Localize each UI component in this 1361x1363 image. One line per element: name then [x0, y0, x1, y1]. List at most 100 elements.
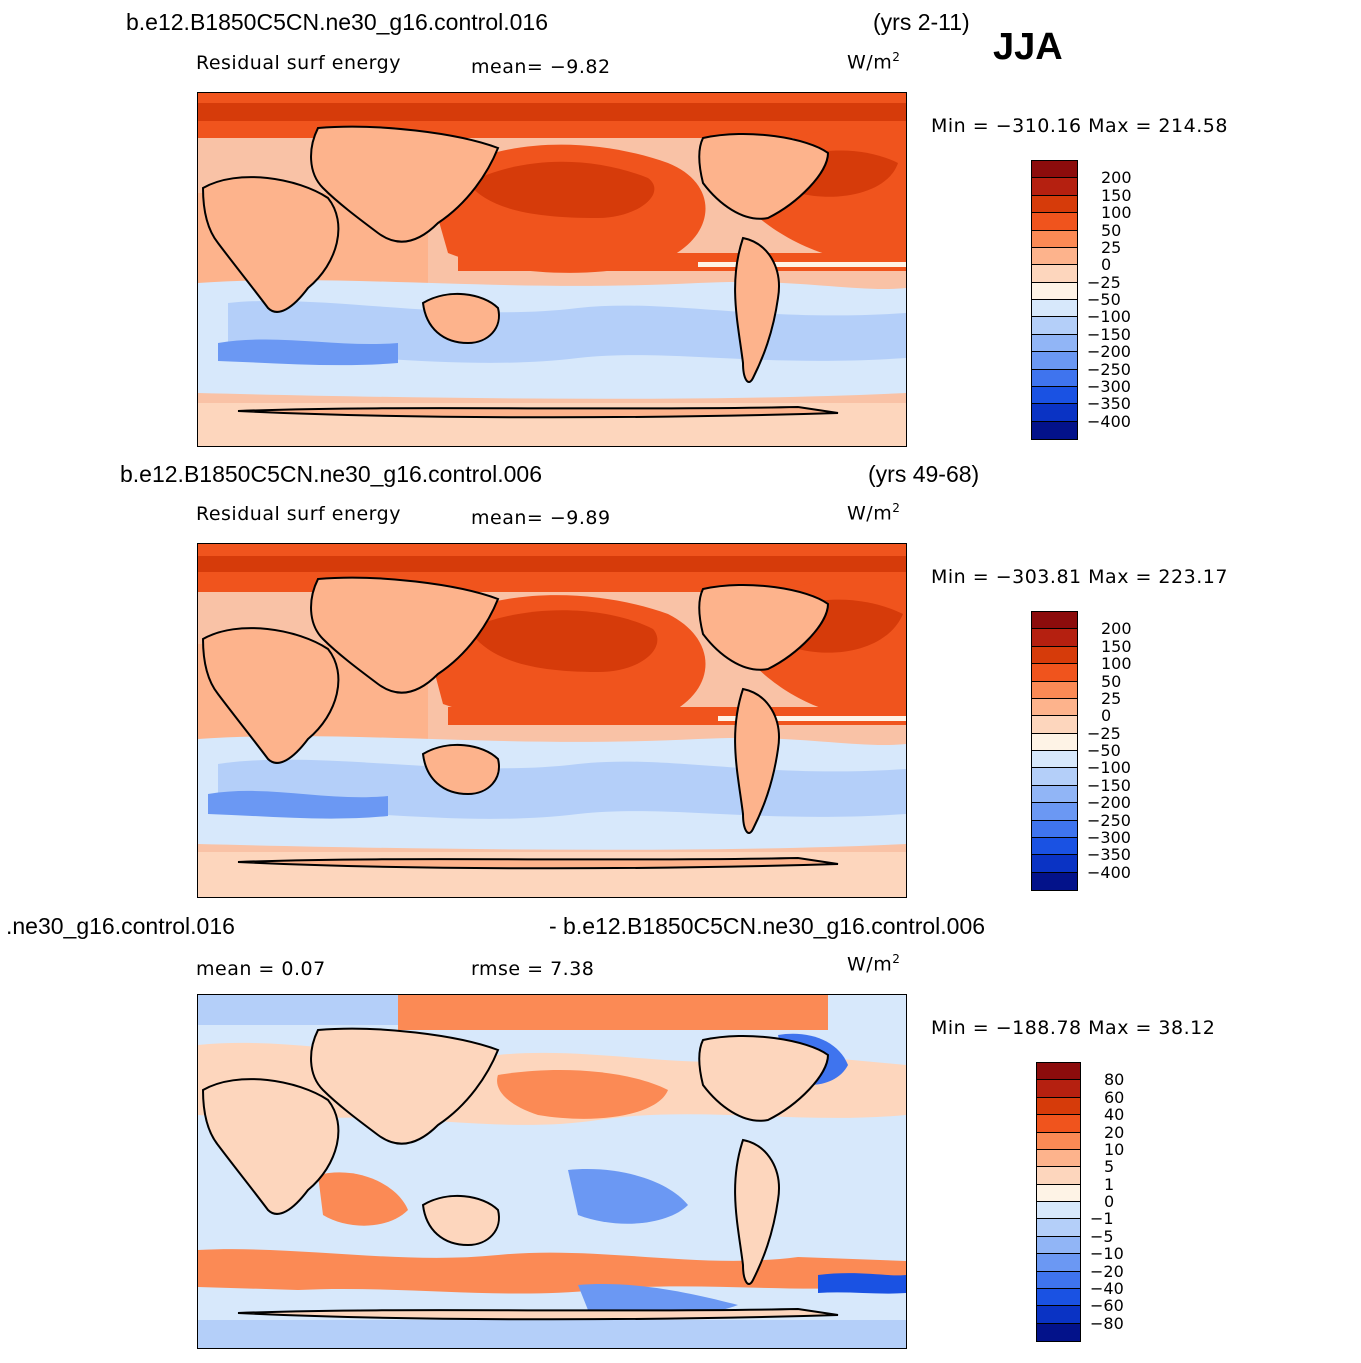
colorbar-label: 150 [1101, 185, 1132, 205]
colorbar-box [1037, 1219, 1080, 1237]
panel3-map [197, 994, 907, 1349]
panel2-colorbar [1031, 611, 1078, 891]
panel3-coastlines [201, 1027, 839, 1321]
panel3-colorbar-boxes [1037, 1063, 1080, 1341]
colorbar-box [1032, 785, 1077, 804]
colorbar-label: 200 [1101, 619, 1132, 639]
panel2-minmax: Min = −303.81 Max = 223.17 [931, 566, 1228, 588]
panel1-variable: Residual surf energy [196, 52, 401, 74]
colorbar-box [1032, 664, 1077, 682]
colorbar-box [1032, 421, 1077, 439]
colorbar-label: 50 [1101, 220, 1122, 240]
colorbar-label: −50 [1087, 741, 1121, 760]
colorbar-box [1032, 681, 1077, 699]
colorbar-box [1037, 1149, 1080, 1168]
colorbar-label: −60 [1090, 1296, 1124, 1316]
colorbar-label: 80 [1104, 1070, 1125, 1090]
colorbar-label: 25 [1101, 237, 1122, 257]
colorbar-label: −100 [1087, 307, 1131, 327]
colorbar-label: −40 [1090, 1278, 1124, 1298]
colorbar-box [1032, 369, 1077, 387]
season-label: JJA [993, 26, 1063, 68]
colorbar-box [1032, 404, 1077, 422]
panel2-years: (yrs 49-68) [868, 461, 980, 487]
colorbar-label: 60 [1104, 1087, 1125, 1107]
colorbar-box [1032, 282, 1077, 300]
colorbar-box [1032, 317, 1077, 335]
colorbar-label: −25 [1087, 723, 1121, 743]
colorbar-box [1032, 195, 1077, 214]
colorbar-box [1037, 1097, 1080, 1116]
panel2-units: W/m2 [847, 501, 901, 525]
colorbar-label: −10 [1090, 1244, 1124, 1264]
colorbar-box [1032, 629, 1077, 647]
colorbar-box [1032, 872, 1077, 890]
colorbar-label: −150 [1087, 775, 1131, 795]
colorbar-box [1037, 1132, 1080, 1150]
colorbar-box [1037, 1080, 1080, 1098]
colorbar-box [1032, 213, 1077, 231]
colorbar-box [1032, 733, 1077, 751]
colorbar-label: −300 [1087, 376, 1131, 396]
colorbar-box [1037, 1236, 1080, 1255]
panel1-mean: mean= −9.82 [471, 56, 611, 78]
colorbar-box [1037, 1271, 1080, 1289]
colorbar-label: −400 [1087, 862, 1131, 882]
panel1-cool-field [198, 280, 906, 446]
colorbar-box [1032, 161, 1077, 179]
colorbar-box [1032, 334, 1077, 353]
colorbar-label: 1 [1104, 1174, 1115, 1194]
colorbar-label: −80 [1090, 1313, 1124, 1333]
colorbar-label: 25 [1101, 688, 1122, 708]
panel3-case-right: - b.e12.B1850C5CN.ne30_g16.control.006 [549, 913, 986, 939]
colorbar-label: 0 [1104, 1192, 1115, 1211]
colorbar-box [1032, 230, 1077, 248]
colorbar-box [1037, 1202, 1080, 1220]
panel1-field [198, 93, 906, 446]
colorbar-box [1032, 716, 1077, 734]
colorbar-label: −300 [1087, 827, 1131, 847]
colorbar-label: 50 [1101, 671, 1122, 691]
panel2-variable: Residual surf energy [196, 503, 401, 525]
panel3-case-left: .ne30_g16.control.016 [6, 913, 235, 939]
colorbar-box [1032, 855, 1077, 873]
colorbar-label: −100 [1087, 758, 1131, 778]
panel1-colorbar-boxes [1032, 161, 1077, 439]
colorbar-box [1032, 247, 1077, 266]
colorbar-box [1032, 698, 1077, 717]
colorbar-label: 150 [1101, 636, 1132, 656]
panel3-mean: mean = 0.07 [196, 958, 326, 980]
panel3-field [198, 995, 906, 1348]
panel1-case-title: b.e12.B1850C5CN.ne30_g16.control.016 [126, 9, 548, 35]
colorbar-label: 200 [1101, 168, 1132, 188]
colorbar-box [1037, 1254, 1080, 1272]
panel1-minmax: Min = −310.16 Max = 214.58 [931, 115, 1228, 137]
panel2-field [198, 544, 906, 897]
colorbar-box [1037, 1184, 1080, 1202]
panel3-minmax: Min = −188.78 Max = 38.12 [931, 1017, 1216, 1039]
colorbar-label: −200 [1087, 793, 1131, 813]
colorbar-box [1037, 1306, 1080, 1324]
colorbar-label: 0 [1101, 255, 1112, 275]
colorbar-label: −400 [1087, 411, 1131, 431]
colorbar-box [1032, 265, 1077, 283]
colorbar-label: −5 [1090, 1226, 1114, 1246]
panel1-units: W/m2 [847, 50, 901, 74]
panel2-case-title: b.e12.B1850C5CN.ne30_g16.control.006 [120, 461, 542, 487]
colorbar-box [1032, 768, 1077, 786]
colorbar-label: 10 [1104, 1139, 1125, 1159]
colorbar-box [1032, 751, 1077, 769]
panel2-warm-field [198, 544, 906, 754]
colorbar-label: −250 [1087, 810, 1131, 830]
panel2-coastlines [201, 576, 839, 870]
colorbar-label: 100 [1101, 654, 1132, 674]
panel2-cool-field [198, 736, 906, 897]
panel3-rmse: rmse = 7.38 [471, 958, 595, 980]
colorbar-label: −250 [1087, 359, 1131, 379]
colorbar-box [1032, 803, 1077, 821]
colorbar-box [1037, 1115, 1080, 1133]
colorbar-label: 5 [1104, 1157, 1115, 1177]
colorbar-label: 0 [1101, 706, 1112, 726]
colorbar-label: −200 [1087, 342, 1131, 362]
colorbar-box [1032, 612, 1077, 630]
